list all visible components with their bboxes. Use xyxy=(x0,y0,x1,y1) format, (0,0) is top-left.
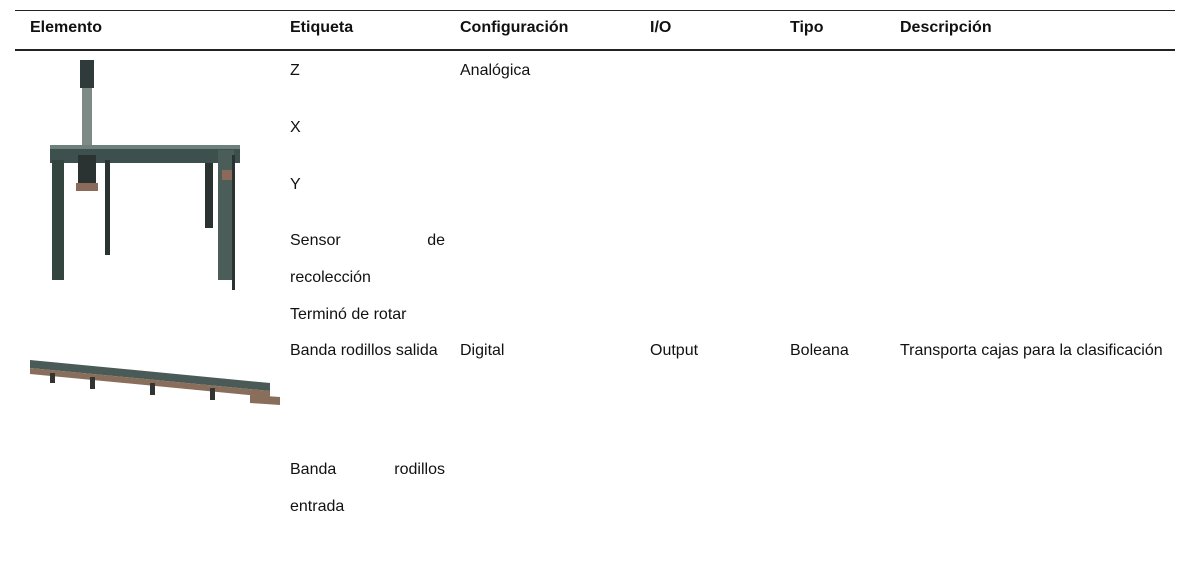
description-cell: Transporta cajas para la clasificación xyxy=(900,342,1163,359)
column-header: Configuración xyxy=(460,19,569,36)
label-cell: Y xyxy=(290,176,301,193)
column-header: Elemento xyxy=(30,19,103,36)
column-header: Tipo xyxy=(790,19,824,36)
label-cell: Sensor de recolección xyxy=(290,232,445,286)
io-cell: Output xyxy=(650,342,699,359)
config-cell: Analógica xyxy=(460,62,531,79)
label-cell: Terminó de rotar xyxy=(290,306,407,323)
conveyor-image xyxy=(30,360,280,405)
label-cell: Banda rodillos entrada xyxy=(290,461,445,515)
label-cell: Banda rodillos salida xyxy=(290,342,438,359)
label-cell: Z xyxy=(290,62,300,79)
top-rule xyxy=(15,10,1175,11)
column-header: Etiqueta xyxy=(290,19,354,36)
header-rule xyxy=(15,49,1175,51)
type-cell: Boleana xyxy=(790,342,849,359)
column-header: Descripción xyxy=(900,19,992,36)
label-cell: X xyxy=(290,119,301,136)
column-header: I/O xyxy=(650,19,672,36)
gantry-image xyxy=(50,60,240,290)
config-cell: Digital xyxy=(460,342,505,359)
